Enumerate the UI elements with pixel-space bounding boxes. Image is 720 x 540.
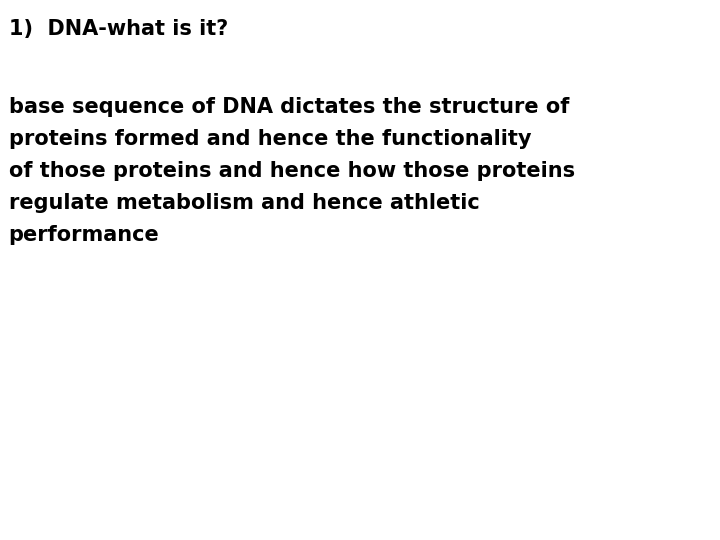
Text: 1)  DNA-what is it?: 1) DNA-what is it? [9,19,228,39]
Text: base sequence of DNA dictates the structure of
proteins formed and hence the fun: base sequence of DNA dictates the struct… [9,97,575,245]
